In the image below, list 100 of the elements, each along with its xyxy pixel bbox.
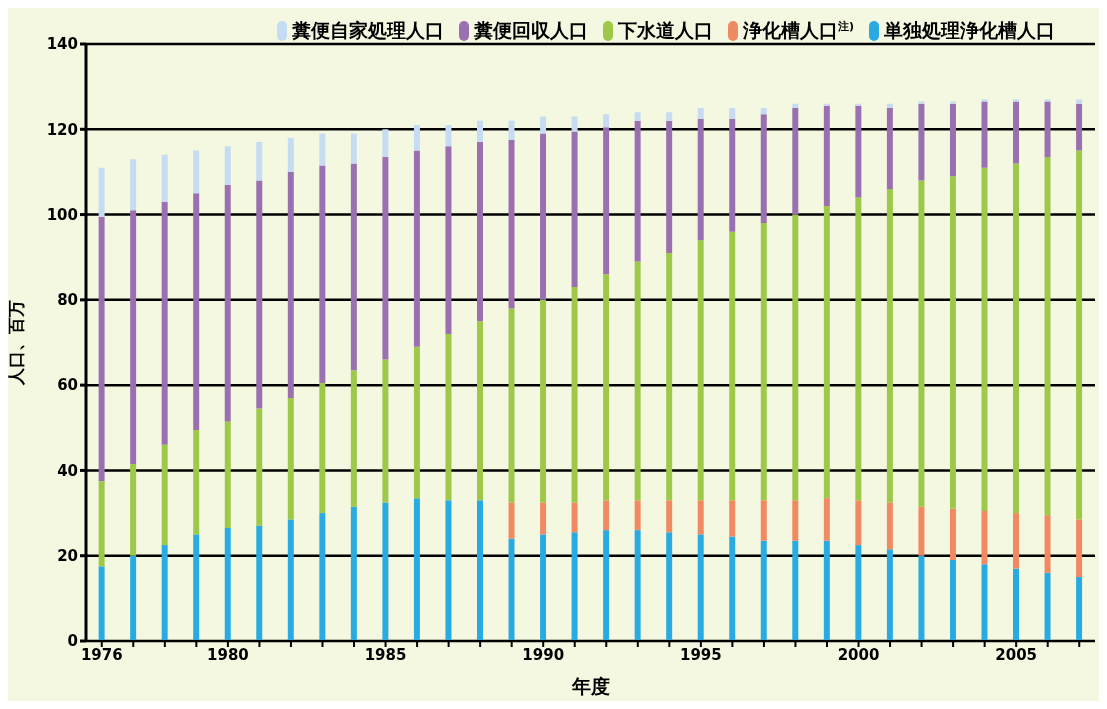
bar [256, 525, 263, 641]
bar [886, 502, 893, 550]
y-tick-label: 20 [57, 547, 78, 566]
bar [98, 481, 105, 567]
bar [571, 502, 578, 533]
bar [981, 99, 988, 102]
bar [350, 370, 357, 507]
bar [634, 530, 641, 641]
bar [1044, 157, 1051, 516]
bar [666, 532, 673, 641]
bar [508, 538, 515, 641]
bar [540, 299, 547, 503]
bar [1076, 577, 1083, 641]
bar [1044, 515, 1051, 573]
bar [949, 559, 956, 641]
bar [193, 150, 200, 194]
bar [540, 502, 547, 535]
bar [855, 103, 862, 106]
bar [949, 508, 956, 560]
bar [1044, 101, 1051, 157]
bar [792, 214, 799, 501]
x-tick-label: 1985 [364, 645, 407, 664]
x-tick-label: 1995 [679, 645, 722, 664]
bar [445, 125, 452, 147]
bar [1013, 568, 1020, 641]
bar [792, 107, 799, 215]
bar [161, 444, 168, 546]
bar [476, 321, 483, 501]
bar [319, 133, 326, 166]
bar [571, 287, 578, 503]
bar [729, 118, 736, 232]
bar [729, 107, 736, 119]
bar [697, 240, 704, 501]
bar [476, 500, 483, 641]
bar [697, 500, 704, 535]
x-tick-label: 1976 [80, 645, 123, 664]
bar [603, 530, 610, 641]
bar [540, 116, 547, 134]
bar [634, 500, 641, 531]
bar [445, 333, 452, 501]
bar [760, 107, 767, 115]
bar [476, 142, 483, 322]
bar [918, 180, 925, 507]
bar [855, 545, 862, 641]
legend-label: 浄化槽人口$^{注)}$ [742, 19, 854, 41]
bar [508, 120, 515, 140]
bar [98, 216, 105, 482]
bar [634, 261, 641, 501]
bar [792, 540, 799, 641]
bar [697, 118, 704, 241]
bar [666, 500, 673, 533]
bar [98, 167, 105, 217]
legend-label: 下水道人口 [617, 19, 713, 41]
bar [949, 103, 956, 177]
bar [697, 107, 704, 119]
bar [571, 116, 578, 132]
y-tick-label: 80 [57, 291, 78, 310]
bar [760, 500, 767, 541]
bar [319, 165, 326, 384]
bar [193, 534, 200, 641]
bar [350, 506, 357, 641]
bar [792, 500, 799, 541]
bar [729, 500, 736, 537]
bar [666, 120, 673, 253]
bar [1076, 103, 1083, 151]
bar [445, 500, 452, 641]
bar [823, 103, 830, 106]
bar [697, 534, 704, 641]
bar [571, 532, 578, 641]
bar [476, 120, 483, 143]
bar [508, 502, 515, 539]
bar [540, 133, 547, 300]
bar [130, 555, 137, 641]
bar [256, 408, 263, 526]
bar [855, 197, 862, 501]
bar [981, 167, 988, 511]
bar [666, 252, 673, 501]
bar [413, 125, 420, 151]
bar [540, 534, 547, 641]
y-tick-label: 0 [67, 632, 78, 651]
bar [287, 171, 294, 398]
bar [319, 513, 326, 641]
bar [1076, 99, 1083, 104]
bar [634, 120, 641, 262]
bar [508, 308, 515, 503]
bar [193, 429, 200, 535]
y-axis-title: 人口、百万 [6, 300, 27, 386]
x-tick-label: 1990 [522, 645, 565, 664]
bar [666, 112, 673, 121]
legend-label: 糞便自家処理人口 [291, 19, 444, 41]
bar [130, 464, 137, 556]
bar [161, 545, 168, 641]
y-tick-label: 40 [57, 461, 78, 480]
bar [287, 397, 294, 520]
bar [1013, 163, 1020, 514]
bar [382, 157, 389, 360]
legend-label: 糞便回収人口 [473, 19, 588, 41]
bar [350, 163, 357, 371]
bar [949, 101, 956, 104]
bar [508, 139, 515, 309]
